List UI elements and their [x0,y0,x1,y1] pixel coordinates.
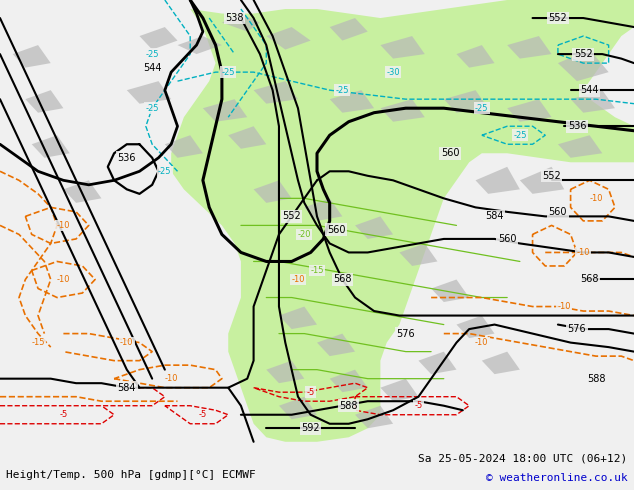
Text: 552: 552 [542,171,561,181]
Text: © weatheronline.co.uk: © weatheronline.co.uk [486,473,628,483]
Text: 584: 584 [485,211,504,221]
Text: -10: -10 [291,275,305,284]
Text: 568: 568 [580,274,599,285]
Text: -10: -10 [56,221,70,230]
Text: -10: -10 [475,338,489,347]
Text: 552: 552 [282,211,301,221]
Text: 560: 560 [498,234,517,244]
Text: 560: 560 [327,225,346,235]
Text: -25: -25 [145,49,159,59]
Text: -5: -5 [59,410,68,419]
Text: -25: -25 [158,167,172,176]
Text: -25: -25 [513,131,527,140]
Text: Height/Temp. 500 hPa [gdmp][°C] ECMWF: Height/Temp. 500 hPa [gdmp][°C] ECMWF [6,470,256,480]
Text: -25: -25 [221,68,235,76]
Text: 592: 592 [301,423,320,433]
Text: 560: 560 [441,148,460,158]
Text: 568: 568 [333,274,352,285]
Text: -25: -25 [335,86,349,95]
Text: -30: -30 [386,68,400,76]
Text: 576: 576 [396,329,415,339]
Text: -10: -10 [589,194,603,203]
Text: 552: 552 [548,13,567,23]
Text: 536: 536 [567,121,586,131]
Text: 544: 544 [580,85,599,95]
Text: 560: 560 [548,207,567,217]
Text: -20: -20 [297,230,311,239]
Text: -5: -5 [198,410,207,419]
Text: -5: -5 [414,401,423,410]
Text: -25: -25 [145,104,159,113]
Text: 552: 552 [574,49,593,59]
Text: -15: -15 [31,338,45,347]
Text: -10: -10 [56,275,70,284]
Text: -10: -10 [120,338,134,347]
Text: -10: -10 [557,302,571,311]
Text: 588: 588 [586,374,605,384]
Text: -10: -10 [164,374,178,383]
Text: 588: 588 [339,401,358,411]
Text: -25: -25 [475,104,489,113]
Text: 544: 544 [143,63,162,73]
Text: -5: -5 [306,388,315,397]
Text: -15: -15 [310,266,324,275]
Text: Sa 25-05-2024 18:00 UTC (06+12): Sa 25-05-2024 18:00 UTC (06+12) [418,453,628,463]
Text: -10: -10 [576,248,590,257]
Text: 536: 536 [117,153,136,163]
Text: 538: 538 [225,13,244,23]
Text: 576: 576 [567,324,586,334]
Text: 584: 584 [117,383,136,392]
